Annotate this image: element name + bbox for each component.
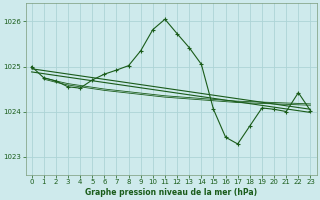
X-axis label: Graphe pression niveau de la mer (hPa): Graphe pression niveau de la mer (hPa) [85,188,257,197]
